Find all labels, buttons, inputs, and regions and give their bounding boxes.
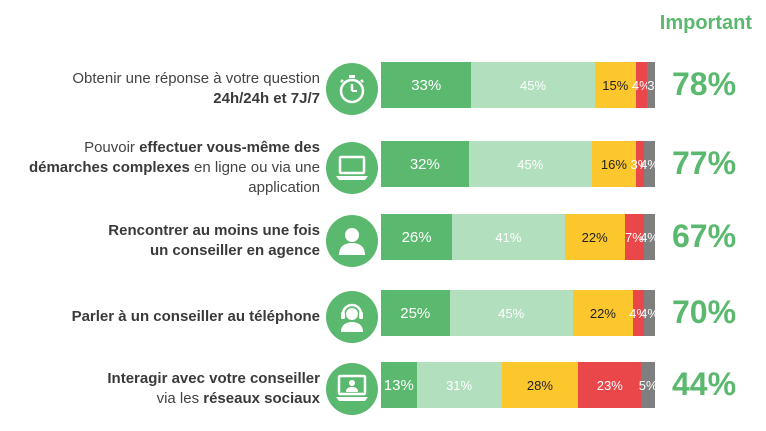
row-label-part: démarches complexes — [28, 159, 190, 176]
row-label-part: Interagir avec votre conseiller — [107, 370, 320, 387]
bar-segment: 22% — [572, 290, 634, 336]
bar-segment: 22% — [564, 214, 625, 260]
chart-row: Parler à un conseiller au téléphone 25% 45… — [0, 290, 766, 344]
bar-segment: 25% — [381, 290, 450, 336]
bar-segment: 23% — [578, 362, 642, 408]
row-label-part: effectuer vous-même des — [139, 139, 320, 156]
chart-row: Obtenir une réponse à votre question 24h/… — [0, 62, 766, 116]
row-label-part: Parler à un conseiller au téléphone — [71, 308, 320, 325]
important-total: 78% — [672, 66, 737, 102]
bar-segment: 16% — [591, 141, 636, 187]
stacked-bar: 26% 41% 22% 7% 4% — [381, 214, 659, 260]
row-label: Obtenir une réponse à votre question 24h/… — [0, 69, 320, 109]
row-label-part: application — [248, 179, 320, 196]
stacked-bar: 33% 45% 15% 4% 3 — [381, 62, 655, 108]
bar-segment: 4% — [629, 290, 648, 336]
important-total: 44% — [672, 366, 737, 402]
important-total: 70% — [672, 294, 737, 330]
row-label: Interagir avec votre conseiller via les r… — [0, 369, 320, 409]
bar-segment: 41% — [452, 214, 565, 260]
row-label-part: Pouvoir — [84, 139, 140, 156]
stacked-bar: 13% 31% 28% 23% 5% — [381, 362, 658, 408]
bar-segment: 4% — [640, 214, 659, 260]
bar-segment: 5% — [639, 362, 658, 408]
bar-segment: 3 — [646, 62, 655, 108]
row-label-part: Obtenir une réponse à votre question — [72, 70, 320, 87]
bar-segment: 28% — [501, 362, 579, 408]
row-label: Rencontrer au moins une fois un conseille… — [0, 221, 320, 261]
row-label-part: 24h/24h et 7J/7 — [213, 90, 320, 107]
row-label-part: réseaux sociaux — [203, 390, 320, 407]
bar-segment: 13% — [381, 362, 417, 408]
bar-segment: 33% — [381, 62, 472, 108]
bar-segment: 45% — [471, 62, 595, 108]
row-label-part: via les — [156, 390, 204, 407]
bar-segment: 26% — [381, 214, 453, 260]
bar-segment: 45% — [449, 290, 573, 336]
bar-segment: 32% — [381, 141, 469, 187]
row-label-part: en ligne ou via une — [189, 159, 320, 176]
important-total: 77% — [672, 145, 737, 181]
row-label-part: Rencontrer au moins une fois — [108, 222, 320, 239]
bar-segment: 4% — [632, 62, 651, 108]
headset-icon — [326, 291, 378, 343]
chart-row: Interagir avec votre conseiller via les r… — [0, 362, 766, 416]
chart-row: Pouvoir effectuer vous-même des démarches… — [0, 138, 766, 198]
video-call-icon — [326, 363, 378, 415]
laptop-icon — [326, 142, 378, 194]
bar-segment: 4% — [640, 290, 659, 336]
stacked-bar: 25% 45% 22% 4% 4% — [381, 290, 659, 336]
column-header-important: Important — [659, 12, 752, 34]
row-label-part: un conseiller en agence — [149, 242, 320, 259]
row-label: Parler à un conseiller au téléphone — [0, 307, 320, 327]
chart-row: Rencontrer au moins une fois un conseille… — [0, 214, 766, 268]
bar-segment: 7% — [624, 214, 644, 260]
stopwatch-icon — [326, 63, 378, 115]
bar-segment: 45% — [468, 141, 592, 187]
important-total: 67% — [672, 218, 737, 254]
person-icon — [326, 215, 378, 267]
bar-segment: 31% — [416, 362, 502, 408]
bar-segment: 4% — [640, 141, 659, 187]
stacked-bar: 32% 45% 16% 3% 4% — [381, 141, 659, 187]
row-label: Pouvoir effectuer vous-même des démarches… — [0, 138, 320, 198]
bar-segment: 15% — [594, 62, 636, 108]
